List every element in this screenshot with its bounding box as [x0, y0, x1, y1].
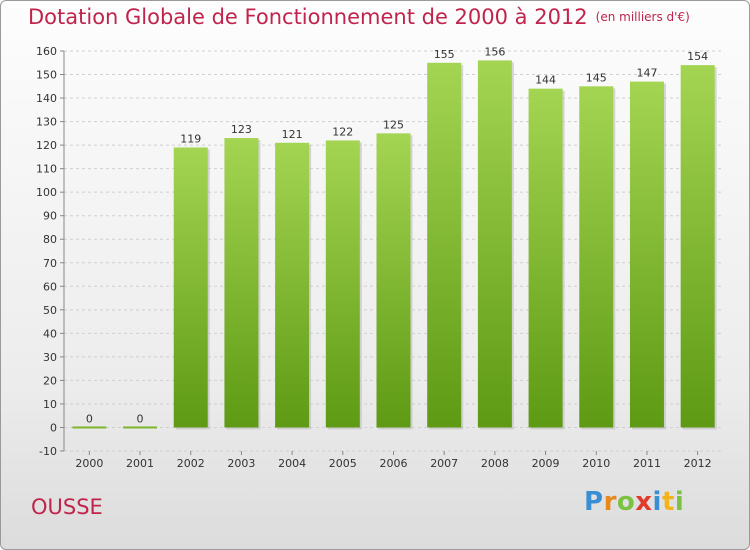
- logo-letter: t: [661, 487, 675, 517]
- bar: [528, 88, 563, 428]
- y-tick-label: 90: [43, 210, 57, 223]
- bar: [579, 86, 614, 428]
- data-label: 154: [687, 50, 708, 63]
- data-label: 119: [180, 132, 201, 145]
- logo-letter: P: [584, 487, 604, 517]
- x-tick-label: 2008: [481, 457, 509, 470]
- data-label: 123: [231, 123, 252, 136]
- bar: [325, 140, 360, 428]
- data-label: 144: [535, 74, 556, 87]
- bar: [224, 138, 259, 428]
- y-tick-label: 100: [36, 186, 57, 199]
- bar: [173, 147, 208, 428]
- y-tick-label: 30: [43, 351, 57, 364]
- y-tick-label: 110: [36, 163, 57, 176]
- x-tick-label: 2002: [177, 457, 205, 470]
- y-tick-label: 40: [43, 327, 57, 340]
- y-tick-label: 140: [36, 92, 57, 105]
- logo-letter: i: [652, 487, 662, 517]
- x-tick-label: 2009: [532, 457, 560, 470]
- y-tick-label: 70: [43, 257, 57, 270]
- x-tick-label: 2000: [75, 457, 103, 470]
- bar: [123, 426, 158, 429]
- city-name: OUSSE: [31, 495, 103, 519]
- data-label: 155: [434, 48, 455, 61]
- y-tick-label: 150: [36, 69, 57, 82]
- chart-title: Dotation Globale de Fonctionnement de 20…: [28, 5, 690, 29]
- axes: -10 0 10 20 30 40 50 60 70 80 90 100 110 120 130 140 150…: [36, 45, 712, 470]
- data-label: 122: [332, 125, 353, 138]
- y-tick-label: 160: [36, 45, 57, 58]
- bar: [72, 426, 107, 429]
- logo-letter: r: [603, 487, 617, 517]
- x-tick-label: 2011: [633, 457, 661, 470]
- y-tick-label: 80: [43, 233, 57, 246]
- y-tick-label: -10: [39, 445, 57, 458]
- y-tick-label: 130: [36, 116, 57, 129]
- bars: 0 0 119 123 121 122 125 155 156 144 145 147 154: [72, 45, 717, 430]
- data-label: 145: [586, 71, 607, 84]
- logo-letter: o: [616, 487, 636, 517]
- logo-letter: i: [674, 487, 685, 517]
- y-tick-label: 60: [43, 280, 57, 293]
- proxiti-logo[interactable]: Proxiti: [584, 487, 684, 517]
- data-label: 121: [282, 128, 303, 141]
- x-tick-label: 2004: [278, 457, 306, 470]
- y-tick-label: 50: [43, 304, 57, 317]
- y-tick-label: 10: [43, 398, 57, 411]
- x-tick-label: 2001: [126, 457, 154, 470]
- bar: [427, 62, 462, 428]
- x-tick-label: 2005: [329, 457, 357, 470]
- logo-letter: x: [635, 487, 653, 517]
- y-tick-label: 0: [50, 421, 57, 434]
- y-tick-label: 120: [36, 139, 57, 152]
- data-label: 156: [484, 45, 505, 58]
- bar-chart: 0 0 119 123 121 122 125 155 156 144 145 147 154 -10 0…: [36, 45, 723, 470]
- bar: [680, 65, 715, 428]
- unit-label: (en milliers d'€): [595, 10, 690, 24]
- x-tick-label: 2006: [380, 457, 408, 470]
- bar: [629, 81, 664, 428]
- y-tick-label: 20: [43, 374, 57, 387]
- x-tick-label: 2007: [430, 457, 458, 470]
- data-label: 147: [636, 67, 657, 80]
- bar: [275, 142, 310, 428]
- data-label: 0: [137, 412, 144, 425]
- title-text: Dotation Globale de Fonctionnement de 20…: [28, 5, 588, 29]
- x-tick-label: 2012: [684, 457, 712, 470]
- bar: [477, 60, 512, 428]
- bar: [376, 133, 411, 428]
- x-tick-label: 2010: [582, 457, 610, 470]
- x-tick-label: 2003: [227, 457, 255, 470]
- data-label: 125: [383, 118, 404, 131]
- data-label: 0: [86, 412, 93, 425]
